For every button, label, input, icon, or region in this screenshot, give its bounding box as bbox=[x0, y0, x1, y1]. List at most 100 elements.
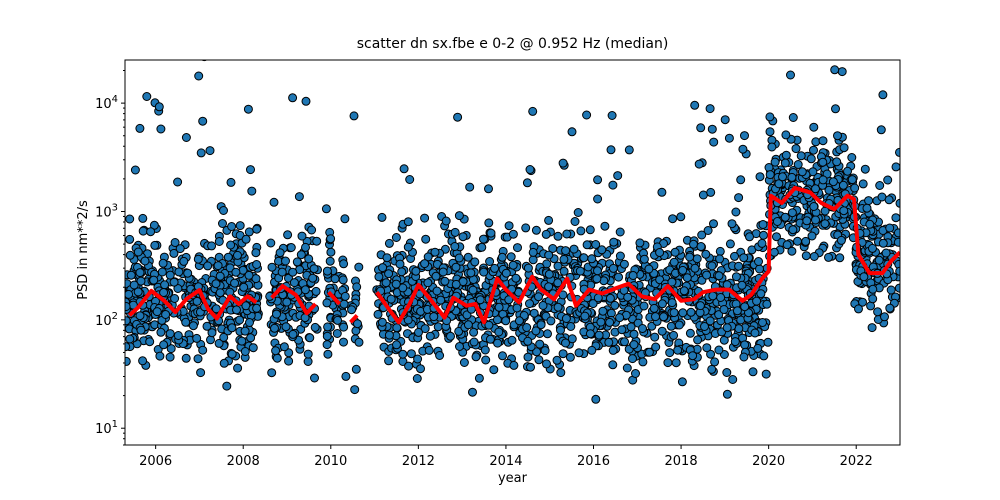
scatter-point bbox=[454, 253, 464, 263]
scatter-point bbox=[338, 275, 348, 285]
scatter-point bbox=[824, 185, 834, 195]
scatter-point bbox=[159, 288, 169, 297]
scatter-point bbox=[644, 347, 654, 357]
scatter-point bbox=[671, 358, 681, 368]
scatter-point bbox=[125, 234, 135, 244]
scatter-point bbox=[828, 177, 838, 187]
scatter-point bbox=[587, 254, 597, 264]
scatter-point bbox=[326, 234, 336, 244]
axes: 2006 2008 2010 2012 2014 2016 2018 2020 2022 101 1… bbox=[95, 70, 873, 469]
scatter-point bbox=[676, 212, 686, 222]
scatter-point bbox=[232, 305, 241, 315]
scatter-point bbox=[811, 137, 821, 147]
scatter-point bbox=[666, 321, 676, 331]
scatter-point bbox=[891, 213, 900, 223]
scatter-point bbox=[608, 263, 618, 273]
scatter-point bbox=[296, 250, 306, 260]
scatter-point bbox=[682, 273, 692, 283]
scatter-point bbox=[321, 204, 331, 214]
scatter-point bbox=[635, 238, 645, 248]
scatter-point bbox=[835, 253, 845, 263]
scatter-point bbox=[818, 175, 828, 185]
scatter-point bbox=[831, 104, 840, 114]
scatter-point bbox=[534, 355, 544, 365]
scatter-point bbox=[241, 234, 251, 244]
scatter-point bbox=[629, 340, 639, 350]
scatter-point bbox=[534, 292, 543, 302]
scatter-point bbox=[542, 359, 551, 369]
scatter-point bbox=[509, 360, 519, 370]
scatter-point bbox=[895, 198, 900, 208]
scatter-point bbox=[862, 203, 872, 213]
scatter-point bbox=[193, 254, 203, 264]
scatter-point bbox=[623, 292, 633, 302]
scatter-point bbox=[289, 278, 299, 288]
scatter-point bbox=[847, 153, 857, 162]
scatter-point bbox=[420, 259, 430, 269]
y-tick-label: 101 bbox=[95, 419, 118, 437]
scatter-point bbox=[479, 234, 488, 244]
scatter-point bbox=[638, 357, 648, 367]
scatter-point bbox=[531, 225, 541, 235]
scatter-point bbox=[758, 318, 767, 327]
scatter-point bbox=[373, 309, 383, 319]
scatter-point bbox=[714, 310, 724, 320]
scatter-point bbox=[561, 314, 571, 323]
scatter-point bbox=[156, 327, 166, 337]
scatter-point bbox=[610, 300, 620, 310]
scatter-point bbox=[669, 330, 679, 340]
scatter-point bbox=[606, 145, 616, 155]
scatter-point bbox=[165, 329, 175, 339]
scatter-point bbox=[886, 285, 896, 295]
scatter-point bbox=[506, 252, 516, 262]
scatter-point bbox=[769, 247, 779, 257]
scatter-point bbox=[615, 227, 625, 237]
scatter-point bbox=[655, 248, 665, 257]
scatter-point bbox=[626, 322, 636, 332]
scatter-point bbox=[429, 312, 439, 322]
scatter-point bbox=[135, 268, 145, 278]
scatter-point bbox=[605, 293, 615, 303]
scatter-point bbox=[501, 316, 511, 326]
scatter-point bbox=[215, 271, 225, 281]
scatter-point bbox=[604, 337, 614, 347]
scatter-point bbox=[165, 352, 175, 362]
scatter-point bbox=[787, 208, 797, 218]
scatter-point bbox=[731, 207, 741, 217]
scatter-point bbox=[631, 369, 640, 378]
scatter-point bbox=[615, 251, 625, 261]
scatter-point bbox=[770, 157, 780, 167]
scatter-point bbox=[351, 364, 361, 374]
scatter-point bbox=[649, 303, 659, 313]
scatter-point bbox=[878, 238, 888, 248]
scatter-point bbox=[252, 303, 262, 313]
scatter-point bbox=[548, 244, 558, 253]
scatter-point bbox=[230, 278, 240, 288]
scatter-point bbox=[575, 266, 585, 276]
scatter-point bbox=[353, 319, 362, 329]
scatter-point bbox=[893, 228, 900, 238]
scatter-point bbox=[709, 219, 718, 229]
scatter-point bbox=[731, 272, 741, 282]
scatter-point bbox=[508, 229, 518, 239]
x-tick-label: 2008 bbox=[227, 454, 260, 469]
scatter-point bbox=[701, 249, 711, 259]
scatter-point bbox=[146, 227, 156, 237]
scatter-point bbox=[670, 247, 680, 257]
plot-frame bbox=[124, 59, 901, 446]
scatter-point bbox=[678, 308, 688, 318]
scatter-point bbox=[582, 240, 592, 250]
scatter-point bbox=[574, 348, 584, 358]
scatter-point bbox=[748, 367, 758, 377]
scatter-point bbox=[591, 240, 601, 249]
scatter-point bbox=[424, 345, 434, 355]
scatter-point bbox=[624, 145, 634, 155]
scatter-point bbox=[700, 322, 709, 331]
scatter-point bbox=[247, 186, 257, 196]
scatter-point bbox=[567, 334, 577, 344]
scatter-point bbox=[421, 234, 431, 244]
scatter-point bbox=[526, 362, 535, 372]
scatter-point bbox=[793, 160, 803, 169]
scatter-point bbox=[809, 122, 819, 132]
scatter-point bbox=[782, 240, 792, 250]
